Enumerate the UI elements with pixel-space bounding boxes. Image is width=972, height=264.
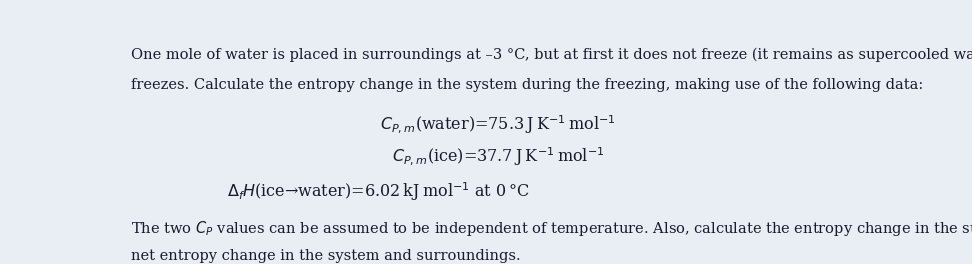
- Text: One mole of water is placed in surroundings at –3 °C, but at first it does not f: One mole of water is placed in surroundi…: [130, 48, 972, 62]
- Text: freezes. Calculate the entropy change in the system during the freezing, making : freezes. Calculate the entropy change in…: [130, 78, 922, 92]
- Text: $C_{P,m}$(ice)=37.7 J K$^{-1}$ mol$^{-1}$: $C_{P,m}$(ice)=37.7 J K$^{-1}$ mol$^{-1}…: [392, 145, 605, 168]
- Text: $\Delta_f H$(ice→water)=6.02 kJ mol$^{-1}$ at 0 °C: $\Delta_f H$(ice→water)=6.02 kJ mol$^{-1…: [227, 180, 530, 203]
- Text: The two $C_P$ values can be assumed to be independent of temperature. Also, calc: The two $C_P$ values can be assumed to b…: [130, 219, 972, 238]
- Text: net entropy change in the system and surroundings.: net entropy change in the system and sur…: [130, 249, 520, 263]
- Text: $C_{P,m}$(water)=75.3 J K$^{-1}$ mol$^{-1}$: $C_{P,m}$(water)=75.3 J K$^{-1}$ mol$^{-…: [380, 113, 616, 136]
